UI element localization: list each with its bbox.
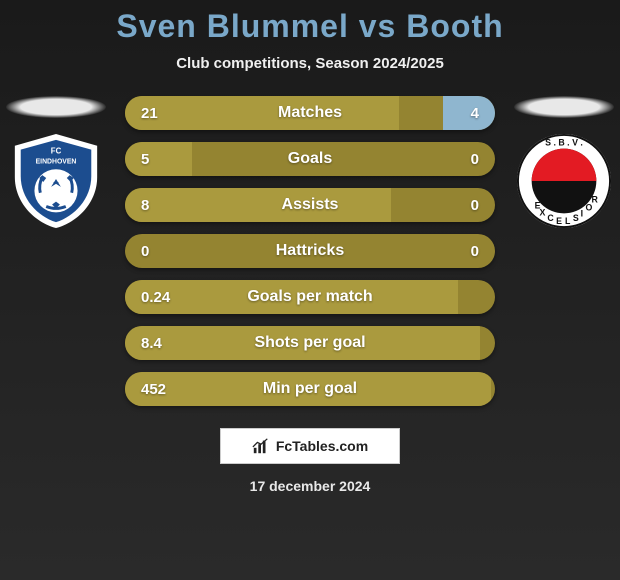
svg-text:I: I (581, 208, 583, 218)
stat-label: Assists (125, 188, 495, 222)
header: Sven Blummel vs Booth Club competitions,… (0, 0, 620, 72)
subtitle: Club competitions, Season 2024/2025 (0, 55, 620, 72)
right-club-badge-icon: S . B . V . E X C E L S I O R (515, 132, 613, 230)
svg-text:FC: FC (51, 147, 62, 156)
page-title: Sven Blummel vs Booth (0, 8, 620, 45)
svg-text:EINDHOVEN: EINDHOVEN (36, 158, 77, 165)
svg-text:E: E (556, 216, 562, 226)
stat-label: Min per goal (125, 372, 495, 406)
svg-text:C: C (547, 213, 554, 223)
content-row: FC EINDHOVEN 214Matches 50Goals 80Assists 0… (0, 96, 620, 406)
date-text: 17 december 2024 (0, 478, 620, 494)
stat-label: Goals (125, 142, 495, 176)
left-club-column: FC EINDHOVEN (1, 96, 111, 230)
stats-list: 214Matches 50Goals 80Assists 00Hattricks 0.2… (125, 96, 495, 406)
shadow-ellipse-left (6, 96, 106, 118)
stat-label: Goals per match (125, 280, 495, 314)
svg-text:S . B . V .: S . B . V . (545, 138, 583, 148)
vs-text: vs (359, 8, 397, 44)
right-club-column: S . B . V . E X C E L S I O R (509, 96, 619, 230)
player1-name: Sven Blummel (116, 8, 349, 44)
stat-row: 00Hattricks (125, 234, 495, 268)
svg-text:L: L (565, 216, 571, 226)
stat-row: 214Matches (125, 96, 495, 130)
player2-name: Booth (406, 8, 503, 44)
stat-row: 80Assists (125, 188, 495, 222)
svg-text:X: X (540, 207, 546, 217)
stat-row: 452Min per goal (125, 372, 495, 406)
stat-label: Hattricks (125, 234, 495, 268)
stat-row: 8.4Shots per goal (125, 326, 495, 360)
svg-text:R: R (591, 195, 598, 205)
shadow-ellipse-right (514, 96, 614, 118)
stat-row: 0.24Goals per match (125, 280, 495, 314)
stat-label: Matches (125, 96, 495, 130)
brand-chart-icon (252, 437, 270, 455)
stat-row: 50Goals (125, 142, 495, 176)
stat-label: Shots per goal (125, 326, 495, 360)
left-club-badge-icon: FC EINDHOVEN (7, 132, 105, 230)
svg-text:S: S (573, 213, 579, 223)
brand-text: FcTables.com (276, 438, 368, 454)
brand-box[interactable]: FcTables.com (220, 428, 400, 464)
